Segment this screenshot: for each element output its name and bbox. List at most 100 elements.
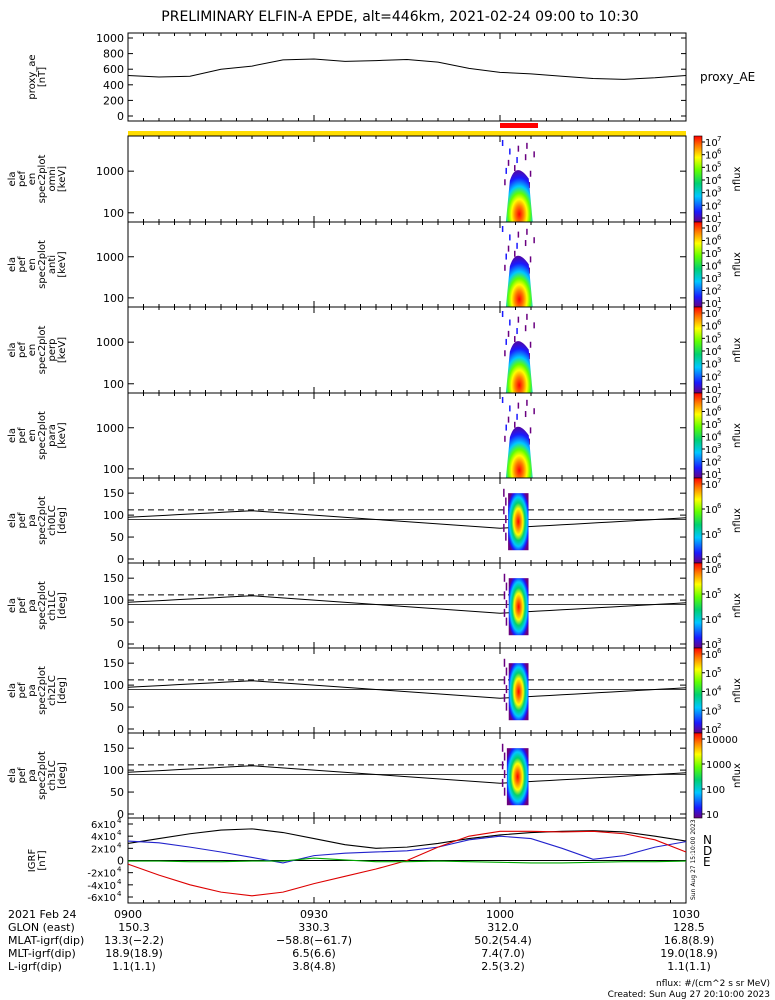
y-tick-label: 1000 bbox=[96, 165, 124, 178]
y-axis-label: [nT] bbox=[37, 850, 48, 870]
pitch-angle-speck bbox=[503, 488, 505, 497]
colorbar bbox=[693, 647, 703, 734]
spectrogram-speck bbox=[501, 140, 504, 146]
y-tick-label: 1000 bbox=[96, 32, 124, 45]
colorbar-tick-exponent: 7 bbox=[717, 221, 721, 229]
colorbar-tick-label: 100 bbox=[706, 785, 725, 796]
colorbar-tick-label: 10 bbox=[705, 309, 718, 320]
colorbar-tick-label: 10 bbox=[705, 590, 718, 601]
spectrogram-speck bbox=[514, 250, 516, 257]
spectrogram-speck bbox=[526, 228, 528, 235]
y-axis-label: spec2plot bbox=[37, 326, 48, 375]
colorbar-tick-exponent: 6 bbox=[717, 502, 722, 510]
y-tick-label: 150 bbox=[103, 742, 124, 755]
spectrogram-blob bbox=[505, 341, 533, 393]
colorbar-tick-label: 10 bbox=[705, 214, 718, 225]
colorbar-tick-exponent: 5 bbox=[717, 331, 721, 339]
colorbar-tick-label: 10 bbox=[705, 555, 718, 566]
mlat-0930: −58.8(−61.7) bbox=[276, 934, 352, 947]
y-tick-label: 400 bbox=[103, 79, 124, 92]
colorbar-tick-exponent: 3 bbox=[717, 271, 721, 279]
y-axis-label: pef bbox=[17, 597, 28, 614]
colorbar bbox=[693, 732, 703, 819]
spectrogram-speck bbox=[516, 328, 518, 335]
pitch-angle-speck bbox=[505, 497, 507, 506]
y-axis-label: spec2plot bbox=[37, 581, 48, 630]
y-axis-label: ela bbox=[7, 683, 18, 698]
lshell-1000: 2.5(3.2) bbox=[481, 960, 525, 973]
colorbar-tick-exponent: 2 bbox=[717, 722, 721, 730]
colorbar-tick-label: 10 bbox=[705, 151, 718, 162]
side-stamp: Sun Aug 27 15:10:00 2023 bbox=[690, 819, 697, 900]
mlt-1030: 19.0(18.9) bbox=[660, 947, 718, 960]
y-axis-label: ela bbox=[7, 768, 18, 783]
spectrogram-speck bbox=[509, 405, 511, 412]
colorbar-tick-exponent: 4 bbox=[717, 612, 722, 620]
spectrogram-speck bbox=[514, 421, 516, 428]
colorbar-tick-label: 10 bbox=[705, 505, 718, 516]
y-tick-label: 150 bbox=[103, 487, 124, 500]
y-axis-label: pef bbox=[17, 171, 28, 188]
colorbar-tick-label: 10 bbox=[705, 249, 718, 260]
orbit-bar bbox=[128, 131, 686, 136]
panel-frame-6 bbox=[127, 562, 687, 649]
y-axis-label: IGRF bbox=[27, 849, 38, 873]
colorbar-tick-exponent: 6 bbox=[717, 405, 722, 413]
panel-frame-5 bbox=[127, 477, 687, 564]
proxy-ae-line bbox=[127, 58, 687, 80]
spectrogram-speck bbox=[505, 167, 507, 174]
y-tick-exponent: 4 bbox=[117, 878, 122, 886]
glon-label: GLON (east) bbox=[8, 921, 75, 934]
igrf-legend-e: E bbox=[703, 855, 711, 869]
y-axis-label: pa bbox=[27, 769, 38, 781]
y-axis-label: spec2plot bbox=[37, 240, 48, 289]
colorbar-tick-exponent: 3 bbox=[717, 637, 721, 645]
time-tick-1000: 1000 bbox=[486, 908, 514, 921]
y-tick-label: 600 bbox=[103, 63, 124, 76]
lshell-1030: 1.1(1.1) bbox=[667, 960, 711, 973]
spectrogram-speck bbox=[501, 226, 504, 232]
pitch-angle-block bbox=[508, 663, 529, 721]
y-axis-label: spec2plot bbox=[37, 496, 48, 545]
pitch-angle-speck bbox=[503, 591, 506, 600]
colorbar-label: nflux bbox=[732, 678, 743, 703]
pitch-angle-speck bbox=[503, 770, 506, 779]
colorbar-tick-exponent: 6 bbox=[717, 234, 722, 242]
y-axis-label: spec2plot bbox=[37, 411, 48, 460]
colorbar-tick-exponent: 7 bbox=[717, 135, 721, 143]
spectrogram-speck bbox=[526, 399, 528, 406]
y-axis-label: pa bbox=[27, 514, 38, 526]
spectrogram-speck bbox=[516, 242, 518, 249]
y-tick-exponent: 4 bbox=[117, 890, 122, 898]
y-axis-label: pa bbox=[27, 599, 38, 611]
created-stamp: Created: Sun Aug 27 20:10:00 2023 bbox=[608, 990, 770, 1000]
spectrogram-speck bbox=[507, 416, 510, 423]
pitch-angle-speck bbox=[505, 532, 507, 541]
spectrogram-blob bbox=[505, 426, 533, 478]
y-axis-label: en bbox=[27, 173, 38, 186]
spectrogram-speck bbox=[524, 411, 527, 418]
lshell-0930: 3.8(4.8) bbox=[292, 960, 336, 973]
colorbar-tick-label: 10 bbox=[705, 458, 718, 469]
colorbar-tick-label: 10 bbox=[705, 287, 718, 298]
y-axis-label: ela bbox=[7, 342, 18, 357]
y-axis-label: pef bbox=[17, 512, 28, 529]
y-tick-label: 6x10 bbox=[91, 820, 116, 831]
y-axis-label: ela bbox=[7, 257, 18, 272]
y-tick-label: 0 bbox=[117, 110, 124, 123]
y-tick-label: 150 bbox=[103, 572, 124, 585]
spectrogram-speck bbox=[529, 341, 532, 348]
spectrogram-speck bbox=[529, 256, 532, 263]
colorbar-tick-exponent: 7 bbox=[717, 392, 721, 400]
y-axis-label: pef bbox=[17, 767, 28, 784]
colorbar-tick-label: 10 bbox=[705, 565, 718, 576]
colorbar-tick-label: 10 bbox=[705, 433, 718, 444]
colorbar bbox=[693, 221, 703, 308]
spectrogram-speck bbox=[504, 350, 506, 357]
y-tick-label: 100 bbox=[103, 764, 124, 777]
pitch-angle-speck bbox=[505, 702, 508, 711]
